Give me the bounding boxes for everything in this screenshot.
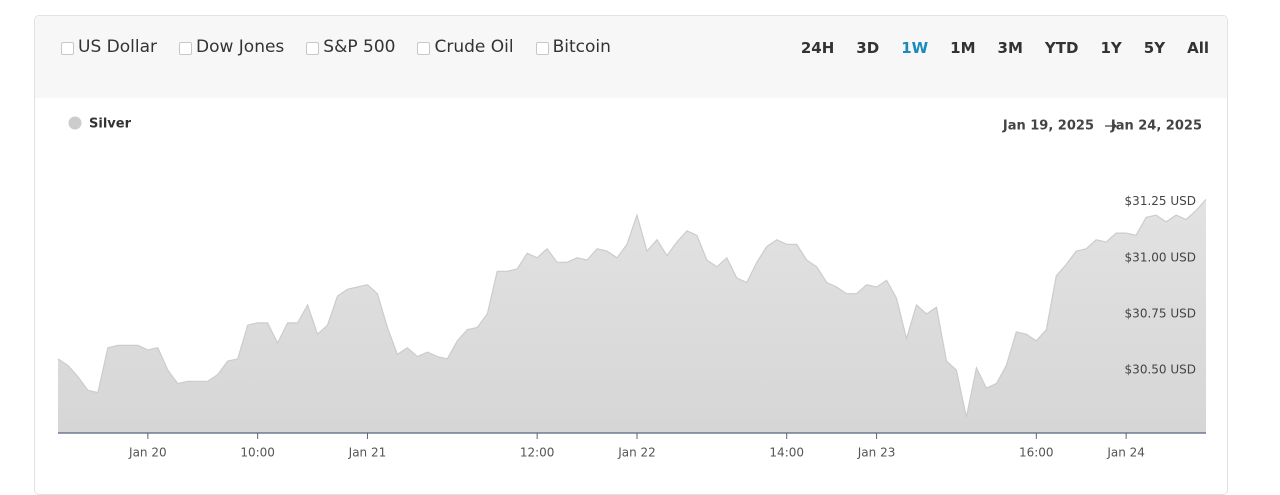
checkbox[interactable]: [61, 42, 74, 55]
y-tick-label: $31.00 USD: [1125, 250, 1196, 264]
comparison-list: US Dollar Dow Jones S&P 500 Crude Oil Bitcoi…: [61, 37, 611, 57]
range-button[interactable]: 3M: [997, 39, 1023, 57]
checkbox-label[interactable]: Bitcoin: [552, 37, 611, 57]
x-tick-label: 16:00: [1019, 446, 1054, 460]
comparison-toggle[interactable]: S&P 500: [306, 37, 395, 57]
range-button[interactable]: 1M: [950, 39, 976, 57]
x-tick-label: Jan 20: [128, 446, 167, 460]
checkbox[interactable]: [535, 42, 549, 55]
y-tick-label: $31.25 USD: [1125, 194, 1196, 208]
y-tick-label: $30.50 USD: [1125, 363, 1196, 377]
legend-label: Silver: [89, 117, 132, 132]
arrow: [1105, 122, 1117, 130]
comparison-toggle[interactable]: Dow Jones: [178, 37, 285, 57]
range-button[interactable]: YTD: [1044, 39, 1079, 57]
range-button[interactable]: 1W: [901, 39, 929, 57]
legend-marker: [68, 116, 82, 130]
x-tick-label: 12:00: [520, 446, 555, 460]
x-tick-label: 10:00: [240, 446, 275, 460]
range-list: 24H 3D 1W 1M 3M YTD 1Y 5Y All: [801, 39, 1209, 57]
checkbox-label[interactable]: Dow Jones: [195, 37, 285, 57]
date-start: Jan 19, 2025: [1002, 119, 1094, 134]
checkbox[interactable]: [417, 42, 431, 55]
checkbox-label[interactable]: Crude Oil: [434, 37, 514, 57]
checkbox-label[interactable]: US Dollar: [78, 37, 157, 57]
range-button[interactable]: 1Y: [1100, 39, 1122, 57]
range-button[interactable]: 3D: [856, 39, 880, 57]
area-fill: [58, 199, 1206, 433]
comparison-toggle[interactable]: Crude Oil: [417, 37, 514, 57]
page: US Dollar Dow Jones S&P 500 Crude Oil Bitcoi…: [34, 15, 1228, 495]
chart: Silver Jan 19, 2025 Jan 24, 2025 $30.50 …: [57, 116, 1207, 460]
range-button[interactable]: 5Y: [1143, 39, 1166, 57]
area-line: [57, 199, 1207, 418]
x-tick-label: 14:00: [769, 446, 804, 460]
checkbox-label[interactable]: S&P 500: [323, 37, 396, 57]
x-tick-label: Jan 24: [1106, 446, 1145, 460]
checkbox[interactable]: [306, 42, 320, 55]
x-tick-label: Jan 22: [617, 446, 656, 460]
checkbox[interactable]: [178, 42, 192, 55]
range-button[interactable]: All: [1187, 39, 1209, 57]
x-tick-label: Jan 23: [857, 446, 896, 460]
x-tick-label: Jan 21: [348, 446, 387, 460]
comparison-toggle[interactable]: US Dollar: [61, 37, 157, 57]
comparison-toggle[interactable]: Bitcoin: [535, 37, 611, 57]
date-end: Jan 24, 2025: [1110, 119, 1202, 134]
toolbar: US Dollar Dow Jones S&P 500 Crude Oil Bitcoi…: [35, 16, 1227, 98]
y-tick-label: $30.75 USD: [1125, 306, 1196, 320]
range-button[interactable]: 24H: [800, 39, 835, 57]
